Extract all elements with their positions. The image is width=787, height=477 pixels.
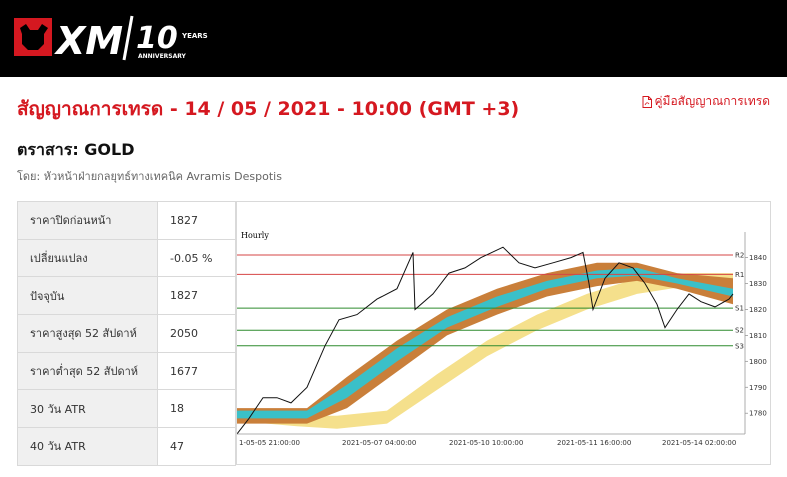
header-bar: XM 10 YEARS ANNIVERSARY bbox=[0, 0, 787, 77]
table-row: ราคาปิดก่อนหน้า 1827 bbox=[17, 201, 236, 240]
stat-value: -0.05 % bbox=[157, 238, 236, 278]
logo-text: XM bbox=[54, 19, 123, 63]
price-chart: Hourly R2 R1 S1 S2 S3 1840 1830 1820 1810 1800 17… bbox=[236, 201, 771, 465]
stat-label: เปลี่ยนแปลง bbox=[17, 238, 158, 278]
price-line bbox=[237, 246, 734, 435]
y-tick-label: 1810 bbox=[749, 332, 767, 340]
stat-label: 40 วัน ATR bbox=[17, 427, 158, 466]
band-inner bbox=[237, 267, 733, 419]
band-slow bbox=[237, 273, 733, 429]
bull-icon bbox=[14, 18, 52, 56]
level-label-s2: S2 bbox=[735, 327, 744, 335]
signal-guide-label: คู่มือสัญญาณการเทรด bbox=[654, 94, 771, 108]
anniversary-word: ANNIVERSARY bbox=[138, 53, 187, 60]
signal-guide-link[interactable]: คู่มือสัญญาณการเทรด bbox=[642, 92, 771, 111]
chart-svg: Hourly R2 R1 S1 S2 S3 1840 1830 1820 1810 1800 17… bbox=[237, 231, 767, 447]
x-tick-label: 1-05-05 21:00:00 bbox=[239, 439, 300, 447]
stat-value: 1677 bbox=[157, 351, 236, 391]
x-tick-label: 2021-05-10 10:00:00 bbox=[449, 439, 523, 447]
stat-value: 1827 bbox=[157, 201, 236, 240]
stat-value: 2050 bbox=[157, 314, 236, 353]
y-tick-label: 1840 bbox=[749, 254, 767, 262]
anniversary-years: YEARS bbox=[181, 32, 208, 40]
y-tick-label: 1780 bbox=[749, 410, 767, 418]
x-tick-label: 2021-05-07 04:00:00 bbox=[342, 439, 416, 447]
timeframe-label: Hourly bbox=[241, 231, 269, 240]
y-tick-label: 1830 bbox=[749, 280, 767, 288]
x-tick-label: 2021-05-11 16:00:00 bbox=[557, 439, 631, 447]
stat-value: 1827 bbox=[157, 276, 236, 316]
y-tick-label: 1820 bbox=[749, 306, 767, 314]
stat-label: 30 วัน ATR bbox=[17, 389, 158, 429]
stat-label: ปัจจุบัน bbox=[17, 276, 158, 316]
table-row: 40 วัน ATR 47 bbox=[17, 427, 236, 466]
stats-table: ราคาปิดก่อนหน้า 1827 เปลี่ยนแปลง -0.05 % ป… bbox=[17, 201, 236, 466]
instrument-heading: ตราสาร: GOLD bbox=[17, 140, 135, 159]
xm-10-years-logo[interactable]: XM 10 YEARS ANNIVERSARY bbox=[14, 14, 246, 64]
y-tick-label: 1800 bbox=[749, 358, 767, 366]
table-row: ราคาสูงสุด 52 สัปดาห์ 2050 bbox=[17, 314, 236, 353]
stat-value: 47 bbox=[157, 427, 236, 466]
level-label-r1: R1 bbox=[735, 271, 744, 279]
pdf-icon bbox=[642, 95, 652, 108]
anniversary-number: 10 bbox=[136, 21, 178, 56]
stat-label: ราคาปิดก่อนหน้า bbox=[17, 201, 158, 240]
author-line: โดย: หัวหน้าฝ่ายกลยุทธ์ทางเทคนิค Avramis… bbox=[17, 170, 282, 183]
table-row: ราคาต่ำสุด 52 สัปดาห์ 1677 bbox=[17, 351, 236, 391]
level-label-s1: S1 bbox=[735, 305, 744, 313]
stat-label: ราคาสูงสุด 52 สัปดาห์ bbox=[17, 314, 158, 353]
stat-label: ราคาต่ำสุด 52 สัปดาห์ bbox=[17, 351, 158, 391]
level-label-r2: R2 bbox=[735, 251, 744, 259]
x-tick-label: 2021-05-14 02:00:00 bbox=[662, 439, 736, 447]
signal-title: สัญญาณการเทรด - 14 / 05 / 2021 - 10:00 (… bbox=[17, 98, 520, 120]
level-label-s3: S3 bbox=[735, 342, 744, 350]
table-row: ปัจจุบัน 1827 bbox=[17, 276, 236, 316]
stat-value: 18 bbox=[157, 389, 236, 429]
table-row: เปลี่ยนแปลง -0.05 % bbox=[17, 238, 236, 278]
y-tick-label: 1790 bbox=[749, 384, 767, 392]
table-row: 30 วัน ATR 18 bbox=[17, 389, 236, 429]
